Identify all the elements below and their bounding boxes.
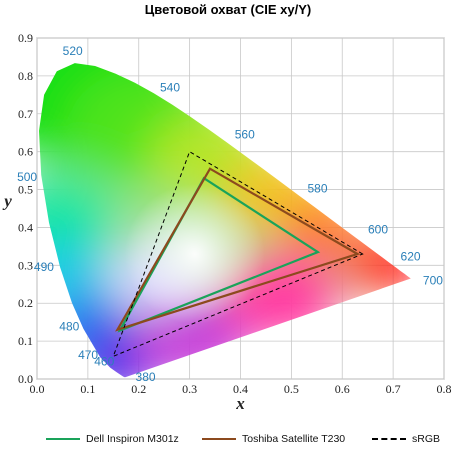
wavelength-label: 700 [423, 274, 443, 288]
y-tick-label: 0.7 [18, 107, 33, 121]
legend-item-toshiba: Toshiba Satellite T230 [202, 433, 345, 445]
wavelength-label: 600 [368, 223, 388, 237]
legend-item-dell: Dell Inspiron M301z [46, 433, 179, 445]
x-tick-label: 0.3 [182, 382, 197, 396]
y-tick-label: 0.3 [18, 258, 33, 272]
legend-swatch-toshiba [202, 438, 236, 440]
legend-label-toshiba: Toshiba Satellite T230 [242, 433, 346, 445]
x-tick-label: 0.0 [30, 382, 45, 396]
x-tick-label: 0.2 [131, 382, 146, 396]
y-tick-label: 0.2 [18, 296, 33, 310]
y-tick-label: 0.5 [18, 183, 33, 197]
x-tick-label: 0.7 [386, 382, 401, 396]
x-tick-label: 0.4 [233, 382, 248, 396]
gamut-triangle-1 [115, 167, 361, 332]
y-tick-label: 0.9 [18, 31, 33, 45]
y-tick-label: 0.6 [18, 145, 33, 159]
legend-swatch-dell [46, 438, 80, 440]
wavelength-label: 500 [17, 170, 37, 184]
gamut-triangle-2 [112, 150, 364, 358]
y-tick-label: 0.0 [18, 372, 33, 386]
x-tick-label: 0.1 [80, 382, 95, 396]
wavelength-label: 380 [136, 370, 156, 384]
legend: Dell Inspiron M301z Toshiba Satellite T2… [0, 433, 456, 449]
x-tick-label: 0.5 [284, 382, 299, 396]
wavelength-label: 490 [34, 260, 54, 274]
chart-plot: 0.0 0.1 0.2 0.3 0.4 0.5 0.6 0.7 0.8 0.0 0.1 0.2 0.3 0… [2, 31, 452, 413]
y-tick-label: 0.8 [18, 69, 33, 83]
legend-label-srgb: sRGB [412, 433, 441, 445]
wavelength-label: 620 [401, 249, 421, 263]
wavelength-label: 520 [63, 44, 83, 58]
legend-swatch-srgb [372, 438, 406, 440]
chart-title: Цветовой охват (CIE xy/Y) [144, 2, 312, 17]
wavelength-label: 540 [160, 80, 180, 94]
x-axis-label: x [235, 394, 245, 413]
wavelength-label: 480 [59, 320, 79, 334]
x-tick-label: 0.6 [335, 382, 350, 396]
wavelength-label: 560 [235, 128, 255, 142]
wavelength-label: 470 [78, 348, 98, 362]
x-tick-label: 0.8 [437, 382, 452, 396]
y-axis-label: y [2, 192, 12, 211]
legend-item-srgb: sRGB [372, 433, 440, 445]
y-tick-label: 0.1 [18, 334, 33, 348]
wavelength-label: 580 [307, 181, 327, 195]
legend-label-dell: Dell Inspiron M301z [86, 433, 179, 445]
wavelength-label: 460 [94, 355, 114, 369]
y-tick-label: 0.4 [18, 220, 33, 234]
